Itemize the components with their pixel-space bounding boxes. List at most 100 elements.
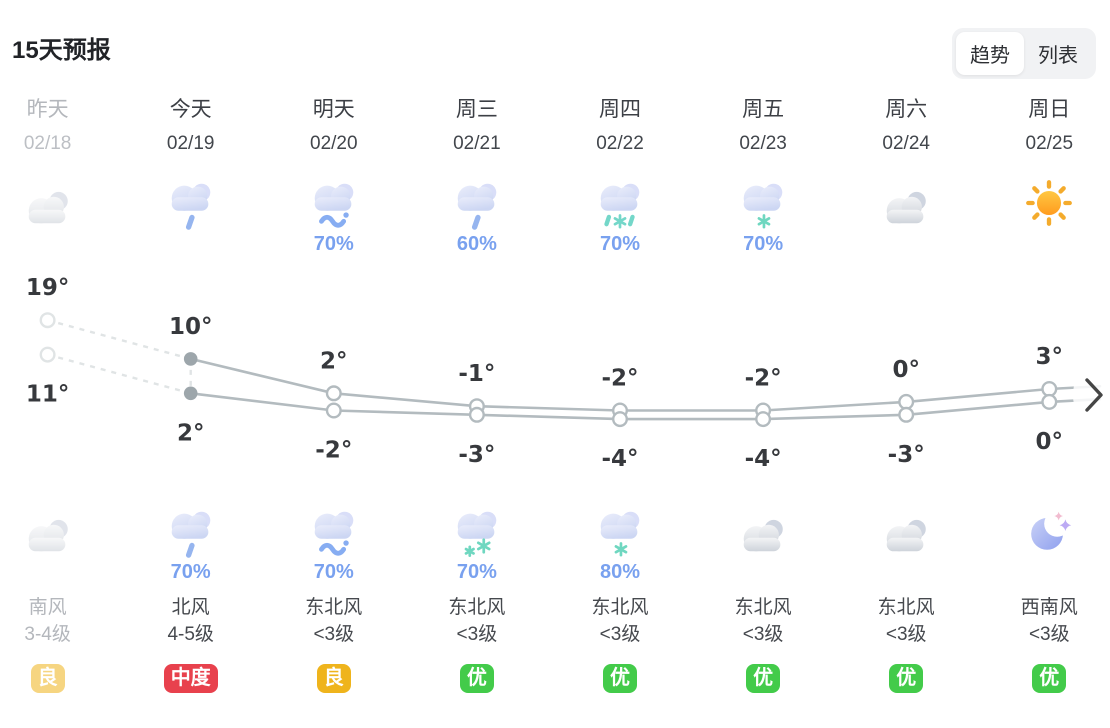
forecast-column-02/19[interactable]: 今天 02/19 70% 北风 4-5级 中度 [119,96,263,694]
forecast-column-02/22[interactable]: 周四 02/22 70% 80% 东北风 <3级 优 [548,96,692,694]
wind-info: 东北风 <3级 [548,594,692,648]
wind-level: 4-5级 [167,624,214,645]
snow2-icon [457,511,497,557]
wind-info: 东北风 <3级 [405,594,549,648]
page-title: 15天预报 [12,37,111,64]
night-precip-probability: 80% [599,561,641,583]
temp-point [39,312,56,329]
wind-level: <3级 [1028,624,1070,645]
aqi-badge: 优 [889,664,924,693]
forecast-column-02/21[interactable]: 周三 02/21 60% 70% 东北风 <3级 优 [405,96,549,694]
day-precip-probability: 70% [743,233,784,255]
high-temp-label: 0° [892,357,920,383]
low-temp-line [189,392,1102,421]
forecast-column-02/24[interactable]: 周六 02/24 东北风 <3级 优 [834,96,978,694]
temperature-chart: 19° 10° 2° -1° -2° -2° 0° 3° 11° 2° -2° -3° -4° -4° -3… [26,275,1110,472]
high-temp-label: 2° [320,348,348,374]
temp-point [183,352,198,366]
snow1-icon [743,183,783,229]
forecast-column-02/20[interactable]: 明天 02/20 70% 70% 东北风 <3级 良 [262,96,406,694]
wind-info: 南风 3-4级 [0,594,120,648]
forecast-column-02/18[interactable]: 昨天 02/18 南风 3-4级 良 [0,96,120,694]
day-name: 昨天 [26,98,69,121]
day-date: 02/24 [882,133,930,154]
wind-direction: 北风 [171,597,210,618]
high-temp-label: -1° [458,361,495,387]
day-date: 02/19 [166,133,215,154]
day-weather-icon-slot [0,176,120,232]
wind-level: <3级 [456,624,498,645]
high-temp-label: -2° [745,366,782,392]
rain-icon [171,511,210,558]
wind-level: 3-4级 [24,624,71,645]
aqi-badge: 良 [30,664,65,693]
temp-point [755,411,772,428]
low-temp-label: -2° [315,438,352,464]
wind-level: <3级 [885,624,927,645]
night-weather-icon-slot [691,504,835,560]
day-name: 周五 [742,98,785,121]
low-temp-label: 2° [177,420,205,446]
day-weather-icon-slot [119,176,263,232]
night-weather-icon-slot [262,504,406,560]
aqi-badge-row: 良 [262,664,406,694]
high-temp-label: -2° [601,366,638,392]
day-name: 周日 [1028,98,1071,121]
aqi-badge: 优 [746,664,781,693]
night-weather-icon-slot [977,504,1110,560]
aqi-badge-row: 良 [0,664,120,694]
tab-trend[interactable]: 趋势 [956,32,1024,75]
night-precip-probability [0,560,120,586]
low-temp-label: -3° [888,442,925,468]
aqi-badge-row: 中度 [119,664,263,694]
day-date: 02/25 [1025,133,1074,154]
aqi-badge-row: 优 [691,664,835,694]
night-weather-icon-slot [548,504,692,560]
tab-list[interactable]: 列表 [1038,45,1078,67]
aqi-badge: 中度 [163,664,218,693]
night-precip-probability [834,560,978,586]
chevron-right-icon [1085,378,1103,412]
aqi-badge-row: 优 [405,664,549,694]
snow1-icon [600,511,640,557]
overcast-icon [743,519,783,552]
overcast-icon [886,191,926,224]
high-temp-label: 10° [169,314,213,340]
high-temp-label: 19° [26,275,70,301]
wind-info: 西南风 <3级 [977,594,1110,648]
overcast-icon [28,519,68,552]
sleet-icon [314,183,354,228]
day-name: 周三 [455,98,498,121]
day-weather-icon-slot [262,176,406,232]
temp-point [39,346,56,363]
aqi-badge: 优 [459,664,494,693]
day-precip-probability [0,232,120,258]
temp-point [1041,380,1058,397]
wind-direction: 东北风 [591,597,649,618]
forecast-column-02/23[interactable]: 周五 02/23 70% 东北风 <3级 优 [691,96,835,694]
temp-point [898,406,915,423]
temp-point [612,411,629,428]
rain-icon [171,183,210,230]
rainsnow-icon [600,183,640,229]
sleet-icon [314,511,354,556]
wind-direction: 东北风 [734,597,792,618]
forecast-column-02/25[interactable]: 周日 02/25 西南风 <3级 优 [977,96,1110,694]
low-temp-label: -4° [601,446,638,472]
view-switcher: 趋势 列表 [952,28,1096,79]
low-temp-label: 11° [26,382,70,408]
night-precip-probability [691,560,835,586]
wind-direction: 西南风 [1020,597,1078,618]
low-temp-label: -4° [745,446,782,472]
day-date: 02/22 [596,133,644,154]
temp-point [468,406,485,423]
next-days-button[interactable] [1073,351,1110,439]
yesterday-dashed-lines [47,319,192,395]
temp-point [1041,393,1058,410]
day-precip-probability: 70% [313,233,354,255]
night-precip-probability [977,560,1110,586]
day-weather-icon-slot [548,176,692,232]
day-date: 02/20 [310,133,358,154]
wind-info: 东北风 <3级 [834,594,978,648]
